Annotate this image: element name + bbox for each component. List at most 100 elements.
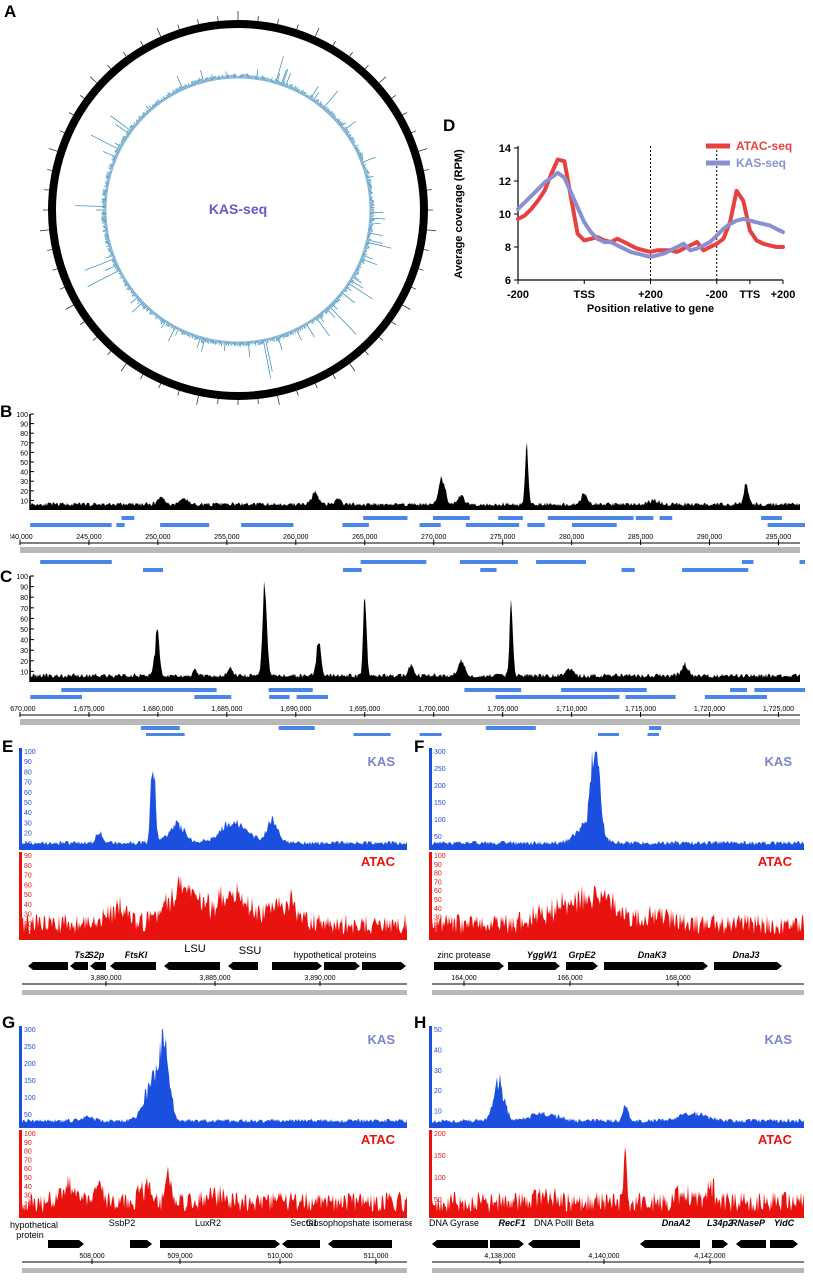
y-tick-label: 8 [505, 242, 511, 254]
x-tick-label: -200 [507, 289, 529, 301]
coord-label: 510,000 [267, 1253, 292, 1260]
axis-label: 70 [24, 1157, 32, 1164]
panel-label-b: B [0, 402, 13, 421]
track-axis [19, 1130, 22, 1218]
axis-label: 20 [24, 1201, 32, 1208]
gene-annotation [342, 523, 369, 527]
gene-annotation [353, 733, 391, 736]
ring-tick [332, 374, 336, 380]
axis-label: 100 [434, 1175, 446, 1182]
coord-label: 508,000 [79, 1253, 104, 1260]
axis-label: 80 [24, 863, 32, 870]
ring-tick [48, 148, 58, 152]
gene-arrow [110, 962, 156, 970]
gene-arrow [434, 962, 504, 970]
gene-label: YidC [774, 1218, 795, 1228]
gene-label: SsbP2 [109, 1218, 136, 1228]
kas-circular-signal [75, 56, 392, 379]
ring-tick [296, 24, 299, 30]
gene-label: DnaA2 [662, 1218, 691, 1228]
axis-label: 10 [20, 669, 28, 676]
ring-tick [68, 112, 74, 116]
track-c: 100 90 80 70 60 50 40 30 20 10 1,670,000 1,675,000 1… [10, 560, 805, 736]
gene-arrow [70, 962, 88, 970]
axis-label: 150 [24, 1078, 36, 1085]
ring-tick [158, 383, 162, 389]
gene-annotation [142, 568, 164, 572]
gene-arrow [130, 1240, 152, 1248]
axis-label: 150 [434, 800, 446, 807]
track-axis [19, 1026, 22, 1128]
gene-annotation [116, 523, 125, 527]
gene-arrow [90, 962, 106, 970]
ring-tick [391, 321, 396, 325]
atac-signal [22, 875, 407, 940]
ring-tick [426, 189, 432, 191]
axis-label: 70 [20, 606, 28, 613]
gene-annotation [436, 516, 470, 520]
track-axis [429, 748, 432, 850]
coord-label: 1,710,000 [556, 706, 587, 713]
gene-annotation [649, 726, 662, 730]
ring-tick [47, 169, 53, 171]
ring-tick [402, 304, 411, 310]
gene-annotation [342, 568, 362, 572]
gene-annotation [40, 560, 93, 564]
gene-arrow [490, 1240, 524, 1248]
axis-label: 300 [24, 1027, 36, 1034]
gene-annotation [799, 560, 805, 564]
gene-annotation [30, 695, 58, 699]
gene-annotation [160, 523, 210, 527]
axis-label: 70 [24, 780, 32, 787]
panel-label-d: D [443, 116, 456, 135]
track-f: 30025020015010050100908070605040302010KA… [429, 748, 804, 995]
gene-arrow [324, 962, 360, 970]
axis-label: 90 [24, 1140, 32, 1147]
axis-label: 100 [16, 412, 28, 419]
atac-signal [22, 1166, 407, 1218]
gene-annotation [571, 523, 617, 527]
gene-annotation [269, 695, 290, 699]
ring-tick [418, 148, 428, 152]
coord-label: 3,885,000 [199, 975, 230, 982]
gene-annotation [465, 523, 520, 527]
gene-annotation [647, 733, 659, 736]
coord-label: 164,000 [451, 975, 476, 982]
gene-label: SecG1 [290, 1218, 318, 1228]
ring-tick [277, 395, 280, 405]
gene-annotation [579, 688, 636, 692]
gene-annotation [495, 695, 548, 699]
gene-annotation [360, 560, 406, 564]
axis-label: 20 [20, 659, 28, 666]
coord-label: 1,675,000 [73, 706, 104, 713]
ring-tick [378, 336, 384, 341]
ring-tick [177, 24, 180, 30]
axis-label: 40 [434, 906, 442, 913]
gene-label: RNaseP [731, 1218, 766, 1228]
track-e: 100908070605040302010908070605040302010K… [19, 748, 407, 995]
gene-label: GrpE2 [568, 950, 595, 960]
axis-label: 40 [434, 1047, 442, 1054]
coord-label: 1,695,000 [349, 706, 380, 713]
gene-label: hypothetical [10, 1220, 58, 1230]
axis-label: 300 [434, 749, 446, 756]
gene-annotation [763, 516, 781, 520]
axis-label: 60 [24, 790, 32, 797]
gene-label: DnaJ3 [732, 950, 759, 960]
gene-annotation [741, 560, 754, 564]
axis-label: 100 [24, 1131, 36, 1138]
scroll-bar [22, 990, 407, 995]
panel-label-c: C [0, 567, 13, 586]
axis-label: 30 [434, 915, 442, 922]
axis-label: 50 [24, 800, 32, 807]
ring-tick [364, 350, 369, 356]
panel-label-a: A [4, 2, 17, 21]
coord-label: 3,880,000 [90, 975, 121, 982]
kas-signal [22, 770, 407, 850]
x-tick-label: +200 [771, 289, 796, 301]
coord-label: 1,705,000 [487, 706, 518, 713]
ring-tick [418, 268, 424, 271]
axis-label: 20 [20, 489, 28, 496]
ring-tick [349, 52, 353, 57]
panel-label-f: F [414, 737, 425, 756]
